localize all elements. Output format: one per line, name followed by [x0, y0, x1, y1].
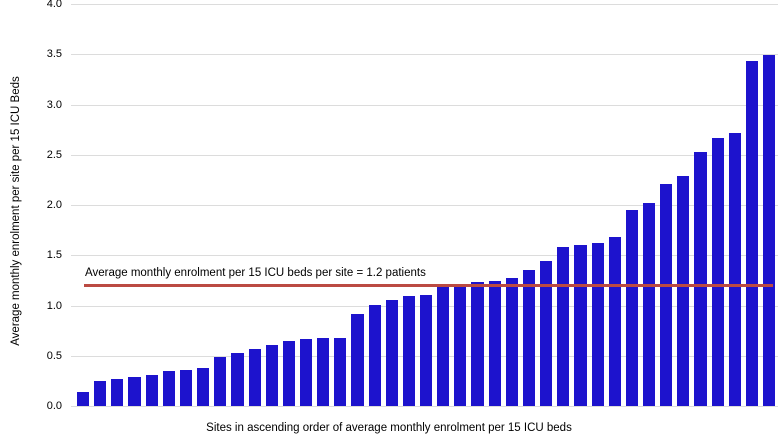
- x-axis-title: Sites in ascending order of average mont…: [206, 422, 572, 434]
- bar-site-12: [265, 344, 278, 406]
- bar-site-20: [402, 295, 416, 406]
- bar-site-34: [642, 203, 656, 406]
- bar-site-5: [145, 374, 158, 406]
- bar-site-29: [557, 247, 570, 406]
- bar-site-26: [505, 278, 518, 406]
- bar-site-23: [454, 285, 467, 406]
- gridline-y-2.0: [71, 205, 778, 207]
- reference-line: [84, 284, 773, 288]
- bar-site-3: [111, 378, 124, 406]
- bar-site-24: [471, 282, 484, 406]
- bar-site-21: [420, 294, 433, 406]
- bar-site-10: [231, 352, 244, 406]
- bar-site-8: [197, 367, 210, 406]
- bar-site-35: [660, 184, 673, 406]
- bar-site-31: [591, 243, 604, 406]
- bar-site-16: [334, 337, 347, 406]
- bar-site-28: [540, 261, 553, 406]
- bar-site-39: [728, 132, 741, 406]
- bar-site-11: [248, 348, 261, 406]
- bar-site-27: [522, 270, 536, 406]
- bar-site-18: [368, 304, 381, 406]
- bar-site-37: [694, 151, 707, 406]
- gridline-y-1.5: [71, 255, 778, 257]
- y-tick-label: 1.0: [46, 299, 62, 312]
- bar-site-2: [94, 380, 107, 406]
- y-tick-label: 2.0: [46, 199, 62, 212]
- y-tick-label: 1.5: [46, 249, 62, 262]
- reference-line-label: Average monthly enrolment per 15 ICU bed…: [85, 267, 426, 280]
- bar-site-13: [282, 340, 295, 406]
- bar-site-36: [677, 175, 690, 406]
- bar-site-6: [162, 370, 175, 406]
- y-tick-label: 0.5: [46, 349, 62, 362]
- bar-site-22: [437, 287, 450, 406]
- bar-site-32: [608, 237, 621, 406]
- y-tick-label: 4.0: [46, 0, 62, 11]
- gridline-y-3.5: [71, 54, 778, 56]
- y-tick-label: 3.0: [46, 98, 62, 111]
- bar-site-33: [625, 210, 638, 406]
- bar-site-15: [317, 337, 330, 406]
- bar-site-19: [385, 299, 398, 406]
- bar-site-40: [745, 61, 759, 406]
- bar-site-25: [488, 281, 501, 406]
- bar-site-17: [351, 313, 364, 406]
- bar-site-4: [128, 376, 141, 406]
- bar-site-14: [299, 338, 313, 406]
- gridline-y-2.5: [71, 154, 778, 156]
- y-axis-title: Average monthly enrolment per site per 1…: [10, 76, 22, 346]
- y-tick-label: 3.5: [46, 48, 62, 61]
- y-tick-label: 0.0: [46, 400, 62, 412]
- bar-site-7: [179, 369, 193, 406]
- bar-site-9: [214, 356, 227, 406]
- bar-site-41: [763, 55, 776, 406]
- gridline-y-3.0: [71, 104, 778, 106]
- bar-site-30: [574, 245, 587, 406]
- bar-site-38: [711, 137, 724, 406]
- bar-site-1: [77, 391, 90, 406]
- y-tick-label: 2.5: [46, 148, 62, 161]
- gridline-y-0.0: [71, 406, 778, 407]
- gridline-y-4.0: [71, 4, 778, 6]
